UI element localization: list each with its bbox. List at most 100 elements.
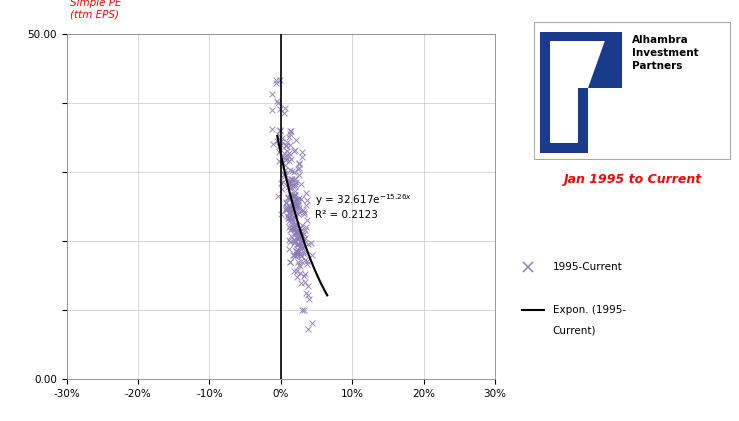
Point bbox=[271, 138, 283, 144]
Point bbox=[276, 138, 287, 145]
Point bbox=[296, 195, 307, 202]
Point bbox=[299, 227, 310, 234]
Point bbox=[279, 104, 291, 111]
Point bbox=[285, 211, 297, 218]
Point bbox=[289, 231, 301, 238]
Point bbox=[290, 203, 302, 209]
Point bbox=[294, 242, 306, 249]
Point bbox=[289, 147, 301, 154]
Point bbox=[293, 208, 304, 215]
Point bbox=[305, 240, 317, 247]
Point bbox=[279, 167, 291, 174]
Point bbox=[291, 252, 303, 258]
Point bbox=[283, 158, 295, 165]
Point bbox=[302, 258, 313, 265]
Point bbox=[273, 158, 285, 165]
Point bbox=[294, 269, 306, 276]
Point bbox=[298, 235, 310, 242]
Point bbox=[289, 187, 301, 194]
Point bbox=[284, 133, 296, 140]
Point bbox=[293, 204, 305, 211]
Point bbox=[296, 239, 307, 245]
FancyBboxPatch shape bbox=[534, 22, 729, 159]
Point bbox=[299, 244, 310, 250]
Point bbox=[277, 179, 289, 186]
Point bbox=[293, 229, 305, 235]
Point bbox=[293, 210, 304, 217]
Point bbox=[293, 229, 304, 236]
Point bbox=[284, 179, 296, 186]
Point bbox=[295, 280, 307, 286]
Point bbox=[289, 226, 301, 233]
Point bbox=[289, 220, 301, 227]
Point bbox=[284, 191, 296, 197]
Point bbox=[290, 221, 302, 228]
Point bbox=[290, 136, 302, 143]
Point bbox=[286, 215, 298, 221]
Point bbox=[287, 183, 299, 189]
Point bbox=[293, 172, 304, 179]
Point bbox=[286, 193, 298, 200]
Point bbox=[302, 325, 314, 332]
Point bbox=[285, 155, 297, 162]
Point bbox=[293, 199, 304, 205]
Point bbox=[285, 203, 296, 210]
Point bbox=[302, 296, 314, 302]
Point bbox=[290, 198, 302, 205]
Point bbox=[284, 177, 296, 184]
Point bbox=[294, 239, 306, 246]
Point bbox=[293, 202, 304, 208]
Point bbox=[288, 224, 300, 231]
Point bbox=[273, 149, 285, 156]
Point bbox=[283, 217, 295, 224]
Point bbox=[287, 237, 299, 243]
Point bbox=[288, 194, 300, 201]
Point bbox=[281, 139, 293, 146]
Text: Expon. (1995-: Expon. (1995- bbox=[553, 305, 626, 315]
Text: Alhambra
Investment
Partners: Alhambra Investment Partners bbox=[632, 35, 698, 71]
Point bbox=[285, 238, 296, 245]
Point bbox=[302, 291, 314, 298]
Point bbox=[298, 272, 310, 279]
Point bbox=[290, 179, 302, 185]
Text: 1995-Current: 1995-Current bbox=[553, 262, 622, 272]
Text: y = 32.617e$^{-15.26x}$
R² = 0.2123: y = 32.617e$^{-15.26x}$ R² = 0.2123 bbox=[315, 192, 412, 220]
Point bbox=[290, 181, 302, 187]
Point bbox=[283, 224, 295, 231]
Polygon shape bbox=[540, 32, 621, 153]
Point bbox=[280, 207, 292, 213]
Point bbox=[291, 235, 303, 242]
Point bbox=[274, 127, 286, 133]
Point bbox=[272, 99, 284, 106]
Point bbox=[274, 127, 286, 134]
Point bbox=[280, 142, 292, 149]
Point bbox=[268, 141, 279, 147]
Point bbox=[296, 245, 308, 252]
Point bbox=[289, 183, 301, 190]
Point bbox=[279, 170, 291, 177]
Point bbox=[290, 241, 302, 248]
Point bbox=[289, 253, 301, 259]
Point bbox=[293, 165, 305, 171]
Point bbox=[276, 179, 287, 186]
Point bbox=[288, 147, 300, 154]
Point bbox=[289, 215, 301, 222]
Point bbox=[284, 227, 296, 234]
Point bbox=[296, 153, 307, 160]
Point bbox=[280, 206, 292, 213]
Point bbox=[276, 160, 288, 167]
Point bbox=[294, 224, 306, 231]
Point bbox=[288, 193, 300, 200]
Point bbox=[298, 208, 310, 215]
Point bbox=[291, 249, 303, 256]
Point bbox=[288, 267, 300, 274]
Point bbox=[288, 240, 300, 246]
Point bbox=[274, 105, 286, 112]
Point bbox=[296, 231, 308, 238]
Polygon shape bbox=[588, 32, 621, 88]
Point bbox=[285, 176, 297, 182]
Point bbox=[296, 222, 307, 229]
Point bbox=[290, 197, 302, 203]
Point bbox=[273, 143, 285, 150]
Point bbox=[284, 205, 296, 211]
